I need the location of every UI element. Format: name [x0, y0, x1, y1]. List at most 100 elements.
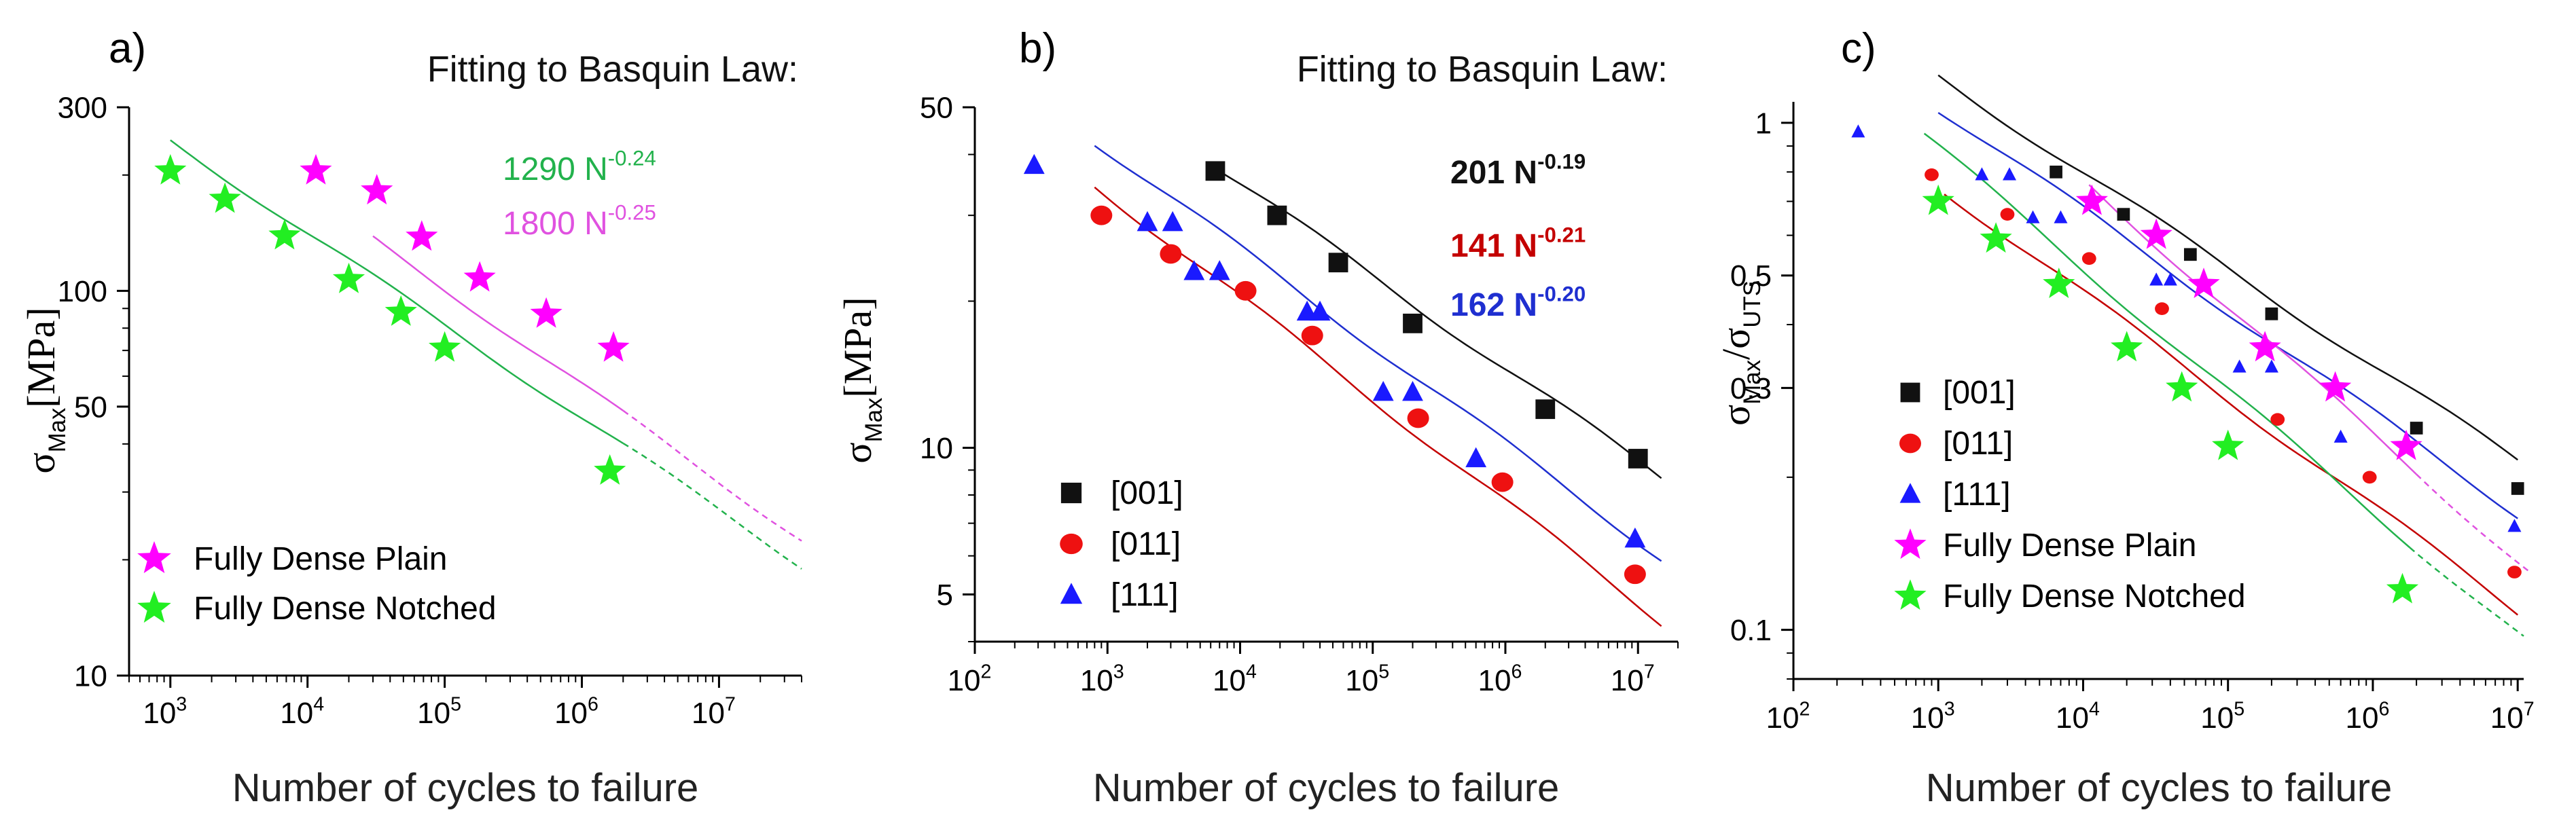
x-tick-label: 106: [554, 694, 598, 730]
x-tick-label: 107: [1611, 661, 1655, 697]
fit-line-0: [1937, 74, 2518, 461]
legend-entry: [111]: [1899, 477, 2011, 513]
y-tick-label: 10: [920, 432, 953, 465]
data-point: [209, 182, 241, 213]
series-fully-dense-notched: [1922, 184, 2419, 604]
data-point: [530, 297, 562, 328]
data-point: [406, 220, 438, 251]
y-tick-label: 300: [58, 91, 107, 124]
data-point: [1205, 161, 1226, 181]
y-tick-label: 1: [1755, 107, 1772, 140]
y-tick-label: 50: [920, 91, 953, 124]
data-point: [1309, 300, 1331, 321]
data-point: [2111, 331, 2143, 362]
data-point: [1162, 210, 1183, 232]
fit-equation-exponent: -0.21: [1537, 223, 1586, 246]
fit-equation-text: 141 N: [1450, 228, 1537, 264]
x-tick-base: 10: [143, 697, 176, 730]
x-tick-label: 104: [2056, 699, 2100, 735]
y-tick-label: 10: [74, 659, 107, 693]
y-axis-label: σMax[MPa]: [19, 307, 71, 473]
x-tick-exponent: 2: [1800, 699, 1810, 720]
legend-marker: [1060, 482, 1082, 504]
data-point: [2075, 184, 2108, 215]
x-tick-exponent: 7: [725, 694, 736, 716]
data-point: [1925, 168, 1939, 181]
fit-extrapolation-4: [2409, 547, 2524, 637]
fit-equation-exponent: -0.25: [608, 200, 656, 224]
data-point: [268, 219, 301, 250]
data-point: [1301, 325, 1323, 346]
data-point: [1491, 472, 1514, 492]
x-tick-label: 105: [1345, 661, 1389, 697]
x-tick-exponent: 3: [176, 694, 187, 716]
series-001: [2050, 165, 2524, 495]
data-point: [1851, 124, 1865, 138]
fit-equation-text: 162 N: [1450, 287, 1537, 323]
x-tick-base: 10: [948, 664, 981, 697]
panel-label: c): [1841, 25, 1876, 72]
data-point: [1980, 222, 2012, 253]
data-point: [2386, 572, 2419, 604]
legend-marker: [1894, 579, 1927, 610]
x-tick-base: 10: [1345, 664, 1378, 697]
x-tick-exponent: 7: [2524, 699, 2535, 720]
data-point: [2117, 208, 2130, 221]
x-tick-base: 10: [1611, 664, 1644, 697]
series-011: [1090, 205, 1646, 585]
x-tick-base: 10: [2346, 701, 2379, 735]
y-axis-label: σMax/σUTS: [1714, 280, 1766, 426]
legend-entry: Fully Dense Notched: [1894, 578, 2246, 614]
x-tick-base: 10: [1080, 664, 1113, 697]
x-tick-label: 103: [1080, 661, 1124, 697]
x-tick-label: 103: [1911, 699, 1955, 735]
x-tick-label: 102: [948, 661, 992, 697]
fit-line-1: [1944, 194, 2518, 616]
data-point: [597, 331, 630, 362]
y-label-symbol: σ: [836, 442, 880, 463]
data-point: [332, 262, 365, 293]
legend-label: [001]: [1111, 475, 1183, 511]
data-point: [1090, 205, 1113, 225]
x-tick-label: 104: [280, 694, 324, 730]
x-tick-exponent: 2: [981, 661, 992, 683]
legend-entry: [111]: [1060, 577, 1179, 613]
data-point: [1975, 167, 1989, 181]
x-axis-label: Number of cycles to failure: [232, 766, 699, 810]
data-point: [361, 174, 393, 205]
x-tick-exponent: 3: [1944, 699, 1955, 720]
panel-c: 102 103 104 105 106 1070.10.30.51c)[001][011]…: [1714, 25, 2535, 810]
x-tick-base: 10: [2490, 701, 2524, 735]
legend-marker: [1060, 533, 1083, 555]
fit-equation: 162 N-0.20: [1450, 282, 1586, 323]
legend-marker: [1899, 483, 1921, 503]
x-tick-label: 102: [1766, 699, 1810, 735]
fit-line-0: [170, 139, 624, 444]
legend-label: Fully Dense Plain: [194, 541, 448, 577]
data-point: [2003, 167, 2017, 181]
x-tick-base: 10: [2200, 701, 2234, 735]
data-point: [1137, 210, 1158, 232]
fit-extrapolation-3: [2416, 473, 2530, 572]
y-label-symbol: σ: [1714, 405, 1758, 426]
data-point: [154, 153, 187, 185]
y-tick-label: 0.3: [1730, 372, 1772, 405]
legend-label: Fully Dense Notched: [194, 591, 497, 627]
data-point: [1407, 408, 1429, 428]
legend-entry: [001]: [1060, 475, 1183, 511]
y-tick-label: 50: [74, 390, 107, 424]
data-point: [1465, 447, 1487, 468]
legend-entry: [011]: [1060, 526, 1181, 562]
data-point: [2212, 429, 2244, 460]
data-point: [2149, 272, 2164, 286]
x-tick-exponent: 4: [2089, 699, 2100, 720]
x-tick-label: 105: [2200, 699, 2244, 735]
legend-label: [001]: [1943, 375, 2016, 411]
x-tick-label: 104: [1213, 661, 1257, 697]
x-tick-exponent: 6: [588, 694, 598, 716]
data-point: [2183, 248, 2197, 261]
x-tick-label: 105: [417, 694, 461, 730]
y-tick-label: 5: [937, 578, 953, 612]
